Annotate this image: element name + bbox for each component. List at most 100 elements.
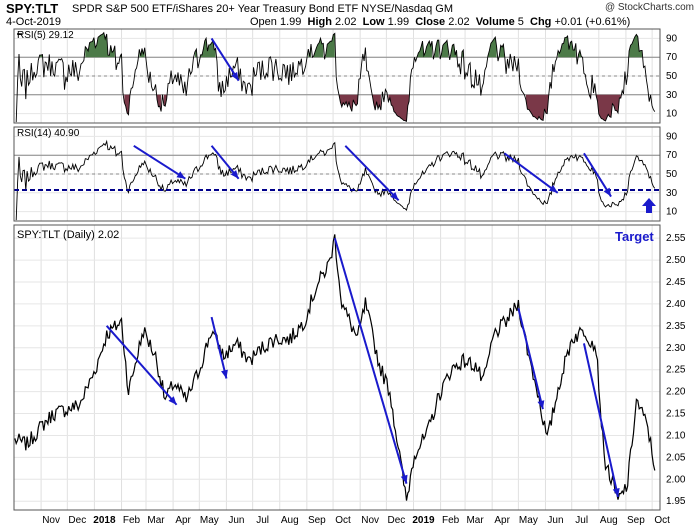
chart-symbol: SPY:TLT	[6, 1, 59, 16]
chg-label: Chg	[530, 16, 552, 28]
target-up-arrow	[642, 197, 656, 213]
price-trend-arrow	[582, 343, 620, 498]
price-line	[14, 234, 656, 501]
overbought-fill	[434, 40, 439, 58]
pane-border	[13, 126, 661, 222]
price-tick-label: 2.45	[666, 277, 686, 288]
price-trend-arrow-head	[537, 400, 545, 410]
chart-date: 4-Oct-2019	[6, 16, 62, 28]
chg-value: +0.01 (+0.61%)	[554, 16, 631, 28]
price-trend-arrow-head	[221, 369, 228, 379]
oversold-fill	[596, 94, 621, 121]
x-tick-label: Oct	[335, 515, 351, 526]
price-tick-label: 2.15	[666, 409, 686, 420]
low-label: Low	[362, 16, 385, 28]
overbought-fill	[417, 41, 433, 58]
x-tick-label: Aug	[600, 515, 618, 526]
rsi-tick-label: 30	[666, 90, 678, 101]
price-trend-arrow	[517, 308, 544, 410]
price-tick-label: 2.25	[666, 365, 686, 376]
overbought-fill	[558, 35, 576, 58]
x-tick-label: Feb	[442, 515, 460, 526]
price-trend-arrow	[210, 316, 228, 379]
oversold-fill	[163, 94, 167, 107]
price-tick-label: 1.95	[666, 496, 686, 507]
x-tick-label: May	[200, 515, 219, 526]
price-tick-label: 2.50	[666, 255, 686, 266]
x-tick-label: Dec	[68, 515, 86, 526]
price-tick-label: 2.40	[666, 299, 686, 310]
oversold-fill	[525, 94, 549, 121]
x-tick-label: Dec	[387, 515, 405, 526]
overbought-fill	[451, 44, 457, 58]
x-tick-label: Sep	[627, 515, 645, 526]
price-trend-arrow	[333, 237, 408, 484]
x-tick-label: Jun	[228, 515, 244, 526]
rsi-tick-label: 50	[666, 71, 678, 82]
x-tick-label: 2019	[412, 515, 435, 526]
x-tick-label: Aug	[281, 515, 299, 526]
rsi-tick-label: 90	[666, 33, 678, 44]
rsi5-trend-arrow-head	[231, 71, 239, 81]
pane-border	[13, 28, 661, 124]
price-tick-label: 2.10	[666, 430, 686, 441]
price-trend-arrow-head	[612, 487, 620, 497]
rsi5-line	[15, 31, 656, 123]
rsi14-trend-arrow-head	[548, 185, 558, 193]
x-tick-label: Feb	[123, 515, 141, 526]
rsi-tick-label: 70	[666, 150, 678, 161]
x-tick-label: Sep	[308, 515, 326, 526]
rsi14-trend-arrow-head	[176, 171, 186, 179]
overbought-fill	[313, 38, 324, 58]
rsi-tick-label: 10	[666, 207, 678, 218]
price-trend-arrow	[105, 325, 178, 406]
rsi14-line	[15, 139, 656, 221]
chart-description: SPDR S&P 500 ETF/iShares 20+ Year Treasu…	[72, 3, 454, 15]
close-label: Close	[415, 16, 446, 28]
open-value: 1.99	[279, 16, 302, 28]
x-tick-label: Nov	[42, 515, 60, 526]
rsi14-title: RSI(14) 40.90	[17, 128, 80, 139]
price-tick-label: 2.20	[666, 387, 686, 398]
watermark: @ StockCharts.com	[604, 2, 694, 13]
high-label: High	[307, 16, 332, 28]
rsi-tick-label: 50	[666, 169, 678, 180]
rsi14-trend-arrow-head	[390, 191, 399, 201]
rsi-tick-label: 70	[666, 52, 678, 63]
x-tick-label: Mar	[466, 515, 484, 526]
rsi5-title: RSI(5) 29.12	[17, 30, 74, 41]
x-tick-label: Apr	[494, 515, 510, 526]
rsi5-trend-arrow	[210, 37, 240, 82]
overbought-fill	[85, 32, 115, 58]
rsi14-trend-arrow	[344, 145, 400, 202]
target-label: Target	[615, 229, 654, 244]
rsi-tick-label: 90	[666, 131, 678, 142]
rsi-tick-label: 30	[666, 188, 678, 199]
price-tick-label: 2.05	[666, 452, 686, 463]
price-tick-label: 2.30	[666, 343, 686, 354]
rsi14-trend-arrow-head	[603, 187, 612, 197]
price-trend-arrow-head	[400, 474, 408, 484]
overbought-fill	[487, 37, 497, 58]
volume-label: Volume	[475, 16, 515, 28]
x-tick-label: Mar	[147, 515, 165, 526]
rsi14-trend-arrow	[503, 152, 559, 194]
high-value: 2.02	[335, 16, 357, 28]
x-tick-label: Nov	[361, 515, 379, 526]
rsi-tick-label: 10	[666, 109, 678, 120]
price-tick-label: 2.35	[666, 321, 686, 332]
overbought-fill	[441, 40, 449, 58]
price-tick-label: 2.55	[666, 233, 686, 244]
overbought-fill	[139, 47, 145, 58]
overbought-fill	[629, 34, 643, 58]
oversold-fill	[388, 94, 410, 122]
x-tick-label: Jun	[547, 515, 563, 526]
price-tick-label: 2.00	[666, 474, 686, 485]
ohlc-readout: Open 1.99 High 2.02 Low 1.99 Close 2.02 …	[250, 16, 630, 28]
low-value: 1.99	[387, 16, 410, 28]
price-title: SPY:TLT (Daily) 2.02	[17, 229, 119, 241]
rsi14-trend-arrow	[133, 144, 186, 180]
price-trend-arrow-head	[168, 396, 177, 405]
volume-value: 5	[517, 16, 524, 28]
